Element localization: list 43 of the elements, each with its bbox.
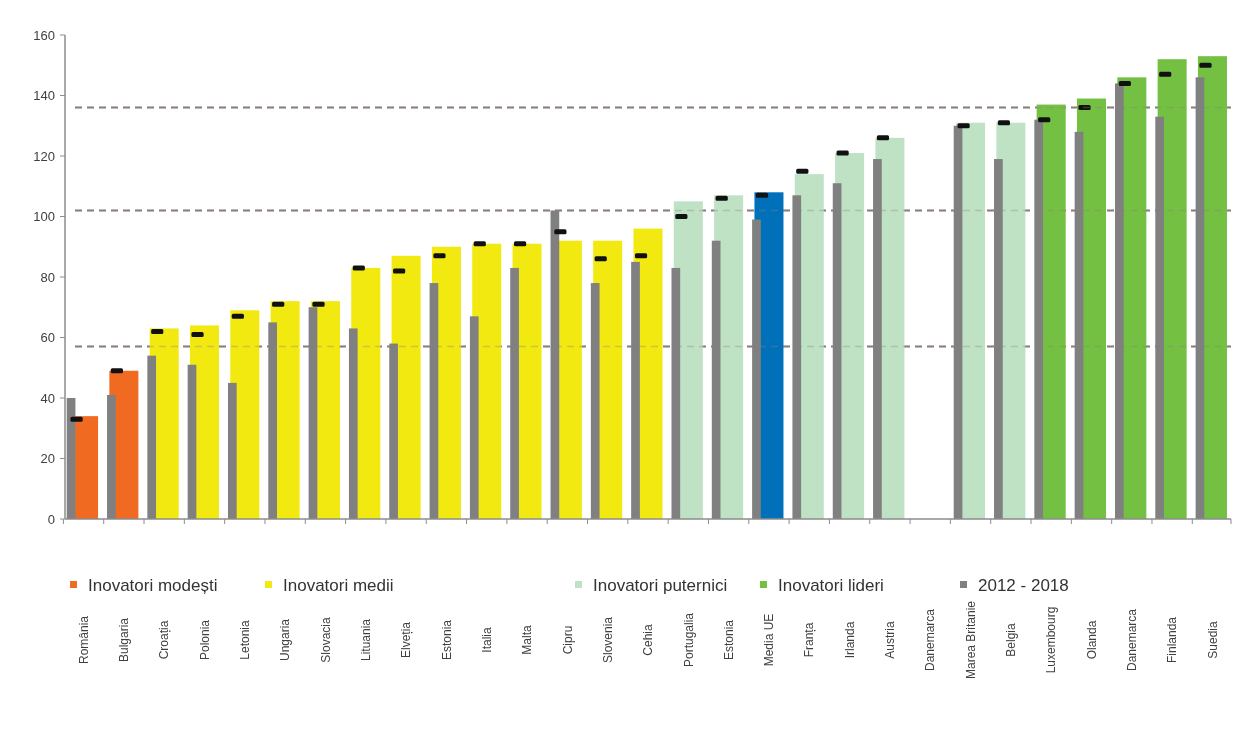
- x-tick-label: Slovacia: [318, 617, 333, 663]
- x-tick-label: Ungaria: [278, 618, 293, 662]
- legend-label: Inovatori medii: [283, 575, 394, 595]
- x-tick-label: Elveția: [399, 621, 414, 659]
- x-tick-label: Cipru: [560, 625, 575, 655]
- y-tick-label: 80: [40, 269, 55, 285]
- x-tick-label: Danemarca: [923, 608, 938, 672]
- x-tick-label: Austria: [883, 621, 898, 659]
- x-tick-label: România: [76, 615, 91, 665]
- x-tick-label: Polonia: [197, 619, 212, 661]
- legend-label: Inovatori puternici: [593, 575, 728, 595]
- x-tick-label: Olanda: [1084, 620, 1099, 660]
- y-tick-label: 160: [33, 27, 55, 43]
- y-tick-label: 40: [40, 390, 55, 406]
- x-tick-label: Bulgaria: [117, 617, 132, 663]
- x-tick-label: Irlanda: [842, 621, 857, 659]
- x-tick-label: Slovenia: [600, 616, 615, 664]
- y-tick-label: 140: [33, 88, 55, 104]
- legend-label: 2012 - 2018: [978, 575, 1069, 595]
- y-tick-label: 60: [40, 330, 55, 346]
- x-tick-label: Estonia: [721, 619, 736, 661]
- x-tick-label: Finlanda: [1165, 616, 1180, 664]
- legend-label: Inovatori modești: [88, 575, 218, 595]
- x-tick-label: Danemarca: [1125, 608, 1140, 672]
- x-tick-label: Belgia: [1004, 623, 1019, 657]
- x-tick-label: Portugalia: [681, 612, 696, 668]
- x-tick-label: Franța: [802, 622, 817, 658]
- y-tick-label: 0: [47, 511, 55, 527]
- x-tick-label: Media UE: [762, 613, 777, 667]
- x-tick-label: Croația: [157, 620, 172, 660]
- y-tick-label: 120: [33, 148, 55, 164]
- legend-label: Inovatori lideri: [778, 575, 884, 595]
- x-tick-label: Suedia: [1205, 621, 1220, 659]
- x-tick-label: Luxembourg: [1044, 606, 1059, 674]
- x-tick-label: Italia: [479, 627, 494, 653]
- x-tick-label: Cehia: [641, 624, 656, 656]
- y-tick-label: 20: [40, 451, 55, 467]
- x-tick-label: Lituania: [358, 618, 373, 662]
- x-tick-label: Estonia: [439, 619, 454, 661]
- y-tick-label: 100: [33, 209, 55, 225]
- x-tick-label: Malta: [520, 625, 535, 655]
- x-tick-label: Letonia: [238, 619, 253, 660]
- x-tick-label: Marea Britanie: [963, 600, 978, 680]
